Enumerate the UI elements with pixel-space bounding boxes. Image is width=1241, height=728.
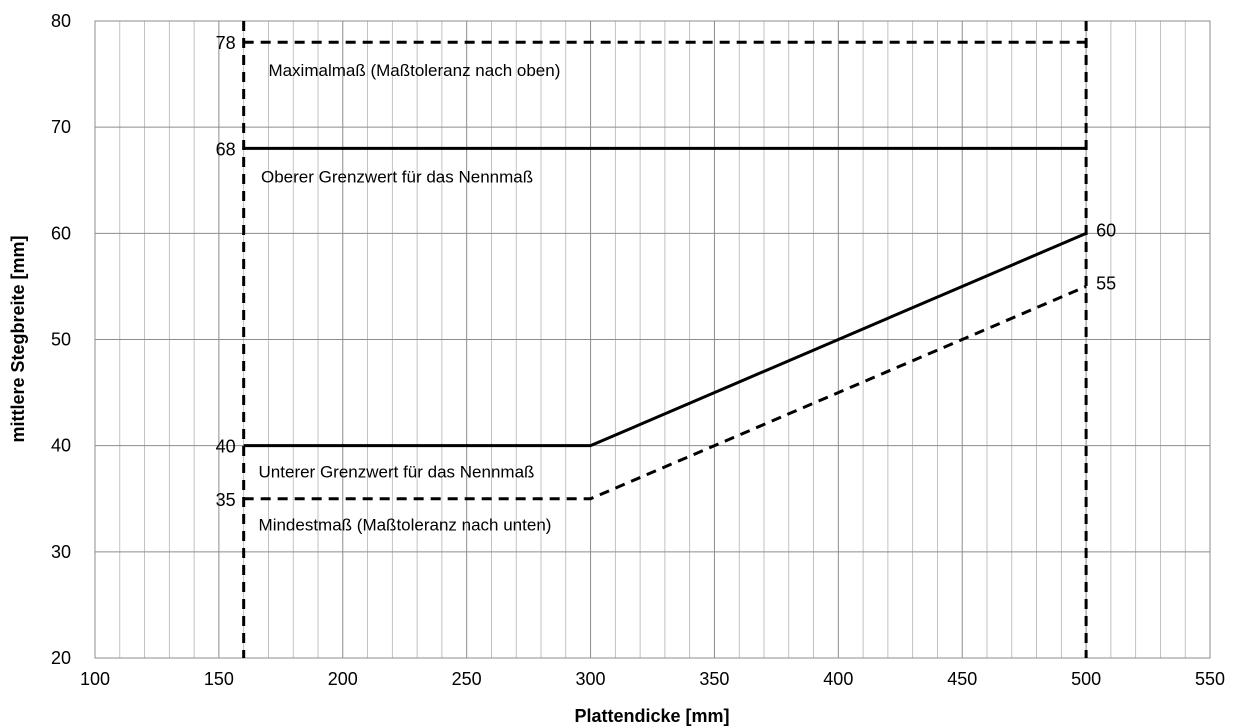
plot-frame	[94, 20, 1211, 659]
value-labels: 78 68 40 35 60 55	[216, 33, 1117, 510]
y-tick-label: 50	[51, 330, 71, 350]
x-tick-label: 200	[328, 669, 358, 689]
value-label: 78	[216, 33, 236, 53]
line-annotation: Maximalmaß (Maßtoleranz nach oben)	[268, 61, 560, 80]
value-label: 68	[216, 139, 236, 159]
annotations: Maximalmaß (Maßtoleranz nach oben) Oberer…	[259, 61, 561, 534]
value-label: 35	[216, 490, 236, 510]
series-line	[243, 285, 1087, 501]
x-tick-label: 350	[699, 669, 729, 689]
tick-labels: 100 150 200 250 300 350 400 450 500 550 20 30 40 50 60…	[51, 11, 1225, 689]
x-tick-label: 550	[1195, 669, 1225, 689]
grid	[94, 20, 1211, 659]
x-tick-label: 100	[80, 669, 110, 689]
line-annotation: Unterer Grenzwert für das Nennmaß	[259, 463, 535, 482]
line-annotation: Oberer Grenzwert für das Nennmaß	[261, 167, 533, 186]
value-label: 40	[216, 437, 236, 457]
y-tick-label: 60	[51, 223, 71, 243]
y-tick-label: 20	[51, 648, 71, 668]
x-tick-label: 400	[823, 669, 853, 689]
x-tick-label: 450	[947, 669, 977, 689]
y-tick-label: 30	[51, 542, 71, 562]
x-tick-label: 500	[1071, 669, 1101, 689]
y-tick-label: 70	[51, 117, 71, 137]
reference-lines	[242, 21, 1088, 658]
line-annotation: Mindestmaß (Maßtoleranz nach unten)	[259, 516, 552, 535]
x-tick-label: 300	[576, 669, 606, 689]
value-label: 55	[1096, 273, 1116, 293]
series-line	[243, 231, 1087, 448]
value-label: 60	[1096, 220, 1116, 240]
y-tick-label: 40	[51, 436, 71, 456]
y-tick-label: 80	[51, 11, 71, 31]
x-axis-title: Plattendicke [mm]	[574, 706, 729, 726]
series-layer	[243, 40, 1087, 501]
y-axis-title: mittlere Stegbreite [mm]	[8, 235, 28, 442]
x-tick-label: 150	[204, 669, 234, 689]
x-tick-label: 250	[452, 669, 482, 689]
